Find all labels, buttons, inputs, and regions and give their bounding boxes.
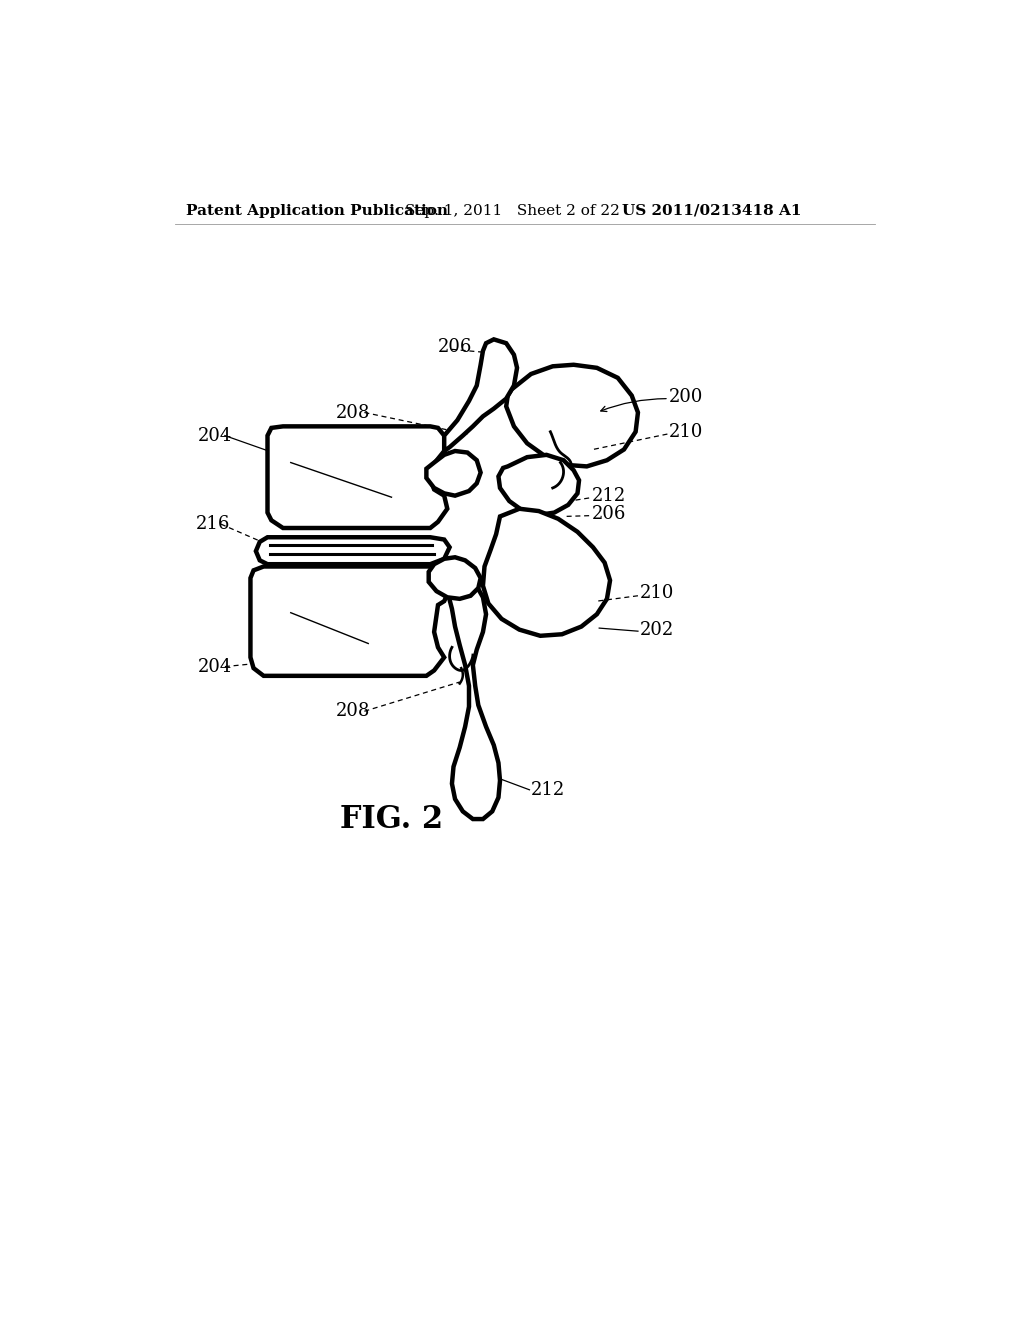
Text: 206: 206 (438, 338, 472, 356)
Polygon shape (444, 570, 500, 818)
Polygon shape (267, 426, 447, 528)
Polygon shape (499, 455, 579, 515)
Text: 212: 212 (531, 781, 565, 799)
Polygon shape (444, 339, 517, 451)
Text: Sep. 1, 2011   Sheet 2 of 22: Sep. 1, 2011 Sheet 2 of 22 (406, 203, 621, 218)
Text: 210: 210 (669, 422, 703, 441)
Text: 206: 206 (592, 506, 626, 523)
Polygon shape (251, 566, 452, 676)
Text: 200: 200 (669, 388, 703, 407)
Text: 208: 208 (336, 404, 370, 421)
Text: 204: 204 (198, 426, 232, 445)
Text: 210: 210 (640, 585, 674, 602)
Polygon shape (256, 537, 450, 564)
Text: 202: 202 (640, 620, 674, 639)
Polygon shape (429, 557, 480, 599)
Text: FIG. 2: FIG. 2 (340, 804, 443, 836)
Text: 216: 216 (197, 515, 230, 533)
Polygon shape (426, 451, 480, 496)
Text: Patent Application Publication: Patent Application Publication (186, 203, 449, 218)
Text: 208: 208 (336, 702, 370, 721)
Text: 204: 204 (198, 657, 232, 676)
Polygon shape (506, 364, 638, 466)
Text: US 2011/0213418 A1: US 2011/0213418 A1 (622, 203, 801, 218)
Text: 212: 212 (592, 487, 626, 504)
Polygon shape (483, 508, 610, 636)
